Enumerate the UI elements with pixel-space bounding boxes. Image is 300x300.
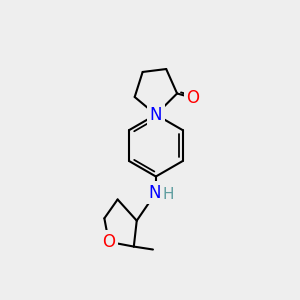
Text: N: N	[148, 184, 161, 202]
Text: N: N	[150, 106, 162, 124]
Text: H: H	[163, 187, 174, 202]
Text: O: O	[102, 233, 115, 251]
Text: O: O	[186, 89, 199, 107]
